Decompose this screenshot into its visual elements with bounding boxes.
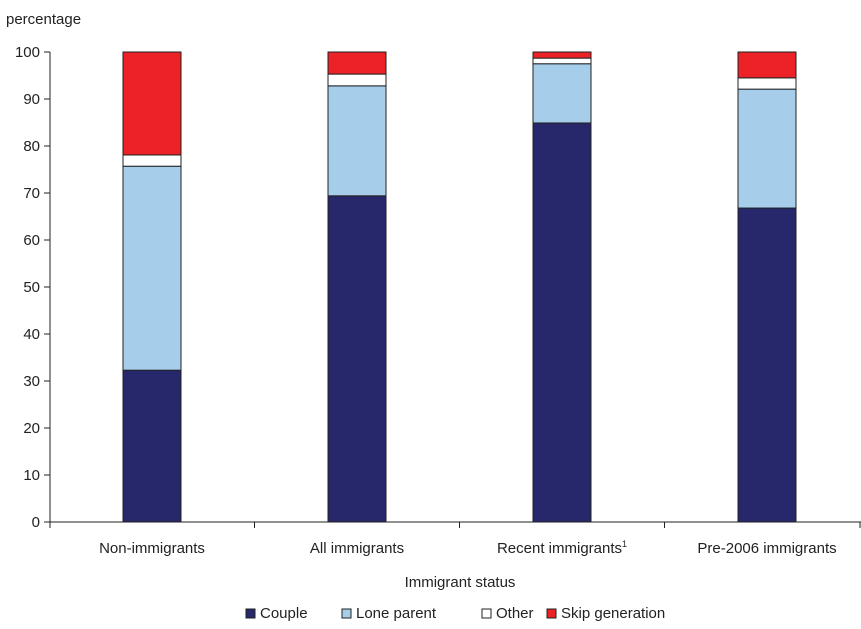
y-tick-label: 60 [23, 232, 40, 249]
category-label-text: Non-immigrants [99, 540, 205, 557]
category-label-text: Pre-2006 immigrants [697, 540, 836, 557]
bar-segment-couple [532, 122, 592, 523]
y-tick-label: 20 [23, 420, 40, 437]
category-label-text: Recent immigrants [497, 540, 622, 557]
legend-label: Other [496, 605, 534, 622]
bar-segment-couple [737, 207, 797, 523]
bar-segment-lone-parent [737, 88, 797, 209]
legend-label: Lone parent [356, 605, 437, 622]
bar-segment-other [122, 154, 182, 167]
bar-segment-couple [327, 195, 387, 523]
legend-swatch [245, 608, 256, 619]
y-tick-label: 50 [23, 279, 40, 296]
legend: Couple Lone parent Other Skip generation [245, 605, 665, 622]
y-tick-label: 100 [15, 44, 40, 61]
legend-label: Couple [260, 605, 308, 622]
bar-segment-skip-generation [532, 51, 592, 59]
y-tick-label: 90 [23, 91, 40, 108]
category-label: Pre-2006 immigrants [697, 540, 836, 557]
category-label: Recent immigrants1 [497, 539, 627, 557]
bar-segment-other [532, 57, 592, 65]
y-tick-label: 0 [32, 514, 40, 531]
footnote-marker: 1 [622, 539, 627, 549]
bar-segment-skip-generation [122, 51, 182, 156]
y-tick-label: 70 [23, 185, 40, 202]
y-axis-title: percentage [6, 11, 81, 28]
y-tick-label: 10 [23, 467, 40, 484]
category-label: All immigrants [310, 540, 404, 557]
bar-segment-lone-parent [122, 165, 182, 371]
legend-swatch [341, 608, 352, 619]
bar-segment-skip-generation [327, 51, 387, 75]
category-label: Non-immigrants [99, 540, 205, 557]
bar-segment-skip-generation [737, 51, 797, 79]
x-axis [49, 521, 861, 528]
bar-segment-lone-parent [327, 85, 387, 197]
bars [122, 51, 797, 523]
y-tick-label: 80 [23, 138, 40, 155]
x-axis-title: Immigrant status [405, 574, 516, 591]
category-label-text: All immigrants [310, 540, 404, 557]
bar-segment-other [327, 73, 387, 87]
category-labels: Non-immigrants All immigrants Recent immig… [99, 539, 837, 557]
y-tick-label: 40 [23, 326, 40, 343]
bar-segment-lone-parent [532, 63, 592, 124]
legend-label: Skip generation [561, 605, 665, 622]
bar-segment-couple [122, 369, 182, 523]
y-axis: 0 10 20 30 40 50 60 70 80 90 100 [15, 44, 51, 531]
legend-swatch [481, 608, 492, 619]
legend-swatch [546, 608, 557, 619]
bar-segment-other [737, 77, 797, 90]
y-tick-label: 30 [23, 373, 40, 390]
